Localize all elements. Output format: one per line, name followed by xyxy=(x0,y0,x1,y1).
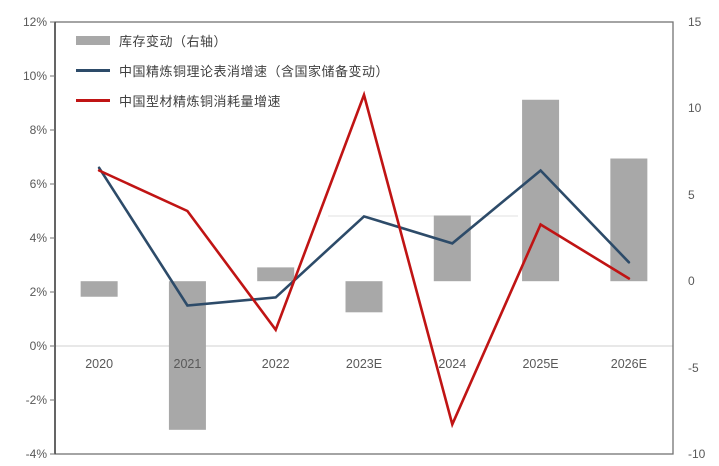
bar-2022 xyxy=(257,267,295,282)
x-axis-label-2024: 2024 xyxy=(438,357,467,371)
left-axis-tick-2%: 2% xyxy=(29,285,47,299)
legend: 库存变动（右轴） 中国精炼铜理论表消增速（含国家储备变动） 中国型材精炼铜消耗量… xyxy=(76,32,389,109)
x-axis-label-2025E: 2025E xyxy=(522,357,559,371)
x-axis-label-2026E: 2026E xyxy=(610,357,647,371)
legend-item-inventory-change: 库存变动（右轴） xyxy=(76,32,389,49)
legend-item-theoretical-consumption: 中国精炼铜理论表消增速（含国家储备变动） xyxy=(76,62,389,79)
bar-2024 xyxy=(433,215,471,282)
left-axis-tick-12%: 12% xyxy=(22,15,47,29)
right-axis-tick-0: 0 xyxy=(688,274,695,289)
right-axis-tick-10: 10 xyxy=(688,101,702,116)
left-axis-tick--4%: -4% xyxy=(25,447,47,461)
left-axis-tick-4%: 4% xyxy=(29,231,47,245)
x-axis-label-2023E: 2023E xyxy=(345,357,383,371)
legend-label-inventory-change: 库存变动（右轴） xyxy=(119,34,228,49)
bar-swatch-icon xyxy=(76,36,110,45)
x-axis-label-2022: 2022 xyxy=(261,357,290,371)
line-series-1 xyxy=(97,166,631,307)
line-series-2 xyxy=(97,90,631,429)
x-axis-label-2021: 2021 xyxy=(173,357,202,371)
bar-2020 xyxy=(80,281,118,297)
legend-label-profile-consumption: 中国型材精炼铜消耗量增速 xyxy=(119,94,282,109)
right-axis-tick--10: -10 xyxy=(688,447,706,461)
legend-label-theoretical-consumption: 中国精炼铜理论表消增速（含国家储备变动） xyxy=(119,64,390,79)
legend-item-profile-consumption: 中国型材精炼铜消耗量增速 xyxy=(76,92,389,109)
left-axis-tick-0%: 0% xyxy=(29,339,47,353)
x-axis-label-2020: 2020 xyxy=(85,357,114,371)
right-axis-tick-5: 5 xyxy=(688,187,695,202)
left-axis-tick-8%: 8% xyxy=(29,123,47,137)
red-line-swatch-icon xyxy=(76,99,110,102)
bar-2023E xyxy=(345,281,383,313)
left-axis-tick-10%: 10% xyxy=(22,69,47,83)
left-axis-tick-6%: 6% xyxy=(29,177,47,191)
left-axis-tick--2%: -2% xyxy=(25,393,47,407)
right-axis-tick--5: -5 xyxy=(688,360,699,375)
right-axis-tick-15: 15 xyxy=(688,15,702,29)
blue-line-swatch-icon xyxy=(76,69,110,72)
